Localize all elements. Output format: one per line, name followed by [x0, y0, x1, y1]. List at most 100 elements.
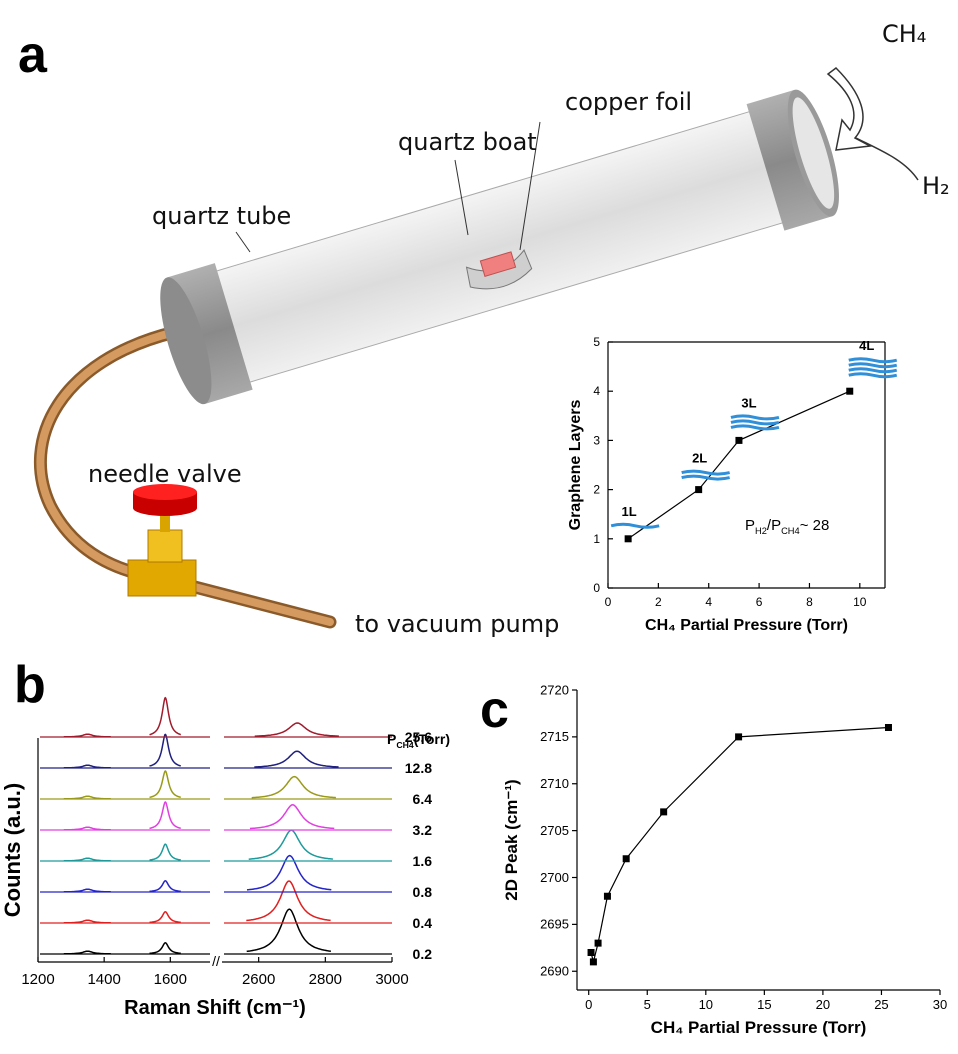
annotation-part: CH4 — [396, 740, 414, 750]
panel-label: b — [14, 656, 46, 714]
label: H₂ — [922, 172, 950, 200]
y-tick-label: 2690 — [540, 964, 569, 979]
y-tick-label: 2715 — [540, 729, 569, 744]
x-tick-label: 4 — [705, 595, 712, 609]
copper-foil — [479, 251, 517, 277]
x-tick-label: 15 — [757, 997, 771, 1012]
legend-label: 12.8 — [405, 760, 432, 776]
x-tick-label: 6 — [756, 595, 763, 609]
annotation-part: (Torr) — [414, 731, 450, 747]
legend-label: 0.4 — [413, 915, 433, 931]
graphene-layer — [848, 357, 898, 364]
spectrum-peak — [63, 764, 111, 769]
spectrum-peak — [251, 775, 336, 799]
axis-break: // — [212, 953, 220, 969]
point-label: 3L — [741, 395, 756, 410]
graphene-layer — [681, 474, 731, 481]
spectrum-peak — [249, 804, 335, 830]
data-line — [627, 390, 850, 540]
spectrum-peak — [63, 795, 111, 800]
point-label: 1L — [622, 504, 637, 519]
label: to vacuum pump — [355, 610, 559, 638]
annotation-part: P — [745, 517, 755, 534]
x-tick-label: 5 — [644, 997, 651, 1012]
spectrum-peak — [149, 942, 181, 955]
spectrum-peak — [149, 770, 181, 799]
spectrum-peak — [248, 829, 333, 860]
leader-line — [454, 159, 469, 236]
x-tick-label: 2600 — [242, 971, 275, 988]
data-line — [590, 726, 889, 963]
spectrum-peak — [149, 911, 181, 924]
x-tick-label: 25 — [874, 997, 888, 1012]
data-point — [660, 808, 668, 816]
y-tick-label: 2 — [593, 483, 600, 497]
spectrum-peak — [63, 857, 111, 862]
x-tick-label: 10 — [853, 595, 867, 609]
x-tick-label: 30 — [933, 997, 947, 1012]
y-axis-label: Counts (a.u.) — [0, 783, 25, 917]
x-axis-label: CH₄ Partial Pressure (Torr) — [645, 617, 848, 634]
graphene-layer — [730, 424, 780, 431]
spectrum-peak — [63, 733, 111, 738]
graphene-layer — [848, 367, 898, 374]
spectrum-peak — [246, 854, 332, 891]
x-tick-label: 0 — [585, 997, 592, 1012]
y-tick-label: 2720 — [540, 682, 569, 697]
y-tick-label: 2695 — [540, 917, 569, 932]
y-tick-label: 1 — [593, 532, 600, 546]
legend-label: 25.6 — [405, 729, 432, 745]
label: needle valve — [88, 460, 242, 488]
gas-arrow — [855, 137, 919, 181]
label: quartz boat — [398, 128, 537, 156]
data-point — [622, 855, 630, 863]
data-point — [695, 486, 703, 494]
annotation-part: /P — [767, 517, 781, 534]
needle-valve — [127, 484, 197, 597]
graphene-layer — [730, 414, 780, 421]
legend-label: 0.2 — [413, 946, 433, 962]
y-axis-label: Graphene Layers — [567, 400, 584, 531]
data-point — [624, 535, 632, 543]
x-tick-label: 10 — [699, 997, 713, 1012]
graphene-layer — [681, 469, 731, 476]
x-axis-label: Raman Shift (cm⁻¹) — [124, 997, 306, 1019]
panel-label: c — [480, 681, 509, 739]
annotation-part: CH4 — [781, 526, 800, 536]
spectrum-peak — [149, 843, 181, 861]
spectrum-peak — [254, 722, 339, 737]
x-tick-label: 3000 — [375, 971, 408, 988]
y-tick-label: 0 — [593, 581, 600, 595]
leader-line — [519, 121, 541, 251]
label: CH₄ — [882, 20, 926, 48]
graphene-layer — [848, 362, 898, 369]
annotation: PCH4(Torr) — [387, 731, 450, 750]
data-point — [594, 939, 602, 947]
annotation: PH2/PCH4~ 28 — [745, 517, 829, 536]
spectrum-peak — [63, 888, 111, 893]
spectrum-peak — [254, 750, 339, 768]
legend-label: 1.6 — [413, 853, 433, 869]
y-tick-label: 2705 — [540, 823, 569, 838]
spectrum-peak — [63, 826, 111, 831]
label: copper foil — [565, 88, 692, 116]
data-point — [603, 892, 611, 900]
legend-label: 0.8 — [413, 884, 433, 900]
quartz-tube — [160, 89, 839, 405]
y-tick-label: 4 — [593, 384, 600, 398]
x-tick-label: 2800 — [309, 971, 342, 988]
spectrum-peak — [149, 880, 181, 893]
x-tick-label: 8 — [806, 595, 813, 609]
leader-line — [235, 231, 251, 253]
data-point — [884, 724, 892, 731]
annotation-part: ~ 28 — [800, 517, 830, 534]
spectrum-peak — [149, 696, 181, 736]
spectrum-peak — [63, 919, 111, 924]
y-tick-label: 2710 — [540, 776, 569, 791]
label: quartz tube — [152, 202, 291, 230]
y-tick-label: 3 — [593, 433, 600, 447]
y-tick-label: 2700 — [540, 870, 569, 885]
point-label: 4L — [859, 338, 874, 353]
